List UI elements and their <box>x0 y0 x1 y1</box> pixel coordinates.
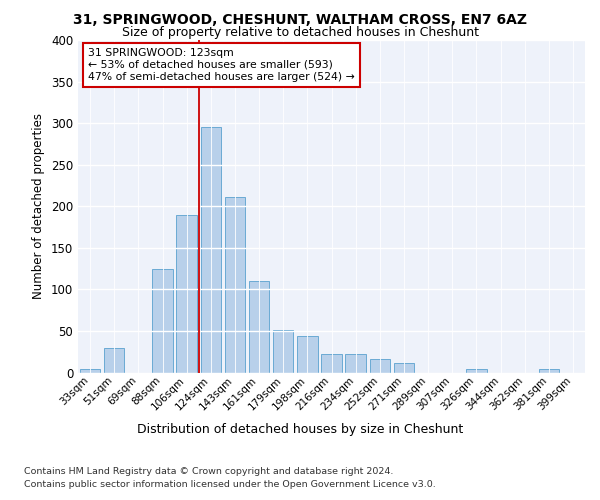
Text: 31, SPRINGWOOD, CHESHUNT, WALTHAM CROSS, EN7 6AZ: 31, SPRINGWOOD, CHESHUNT, WALTHAM CROSS,… <box>73 12 527 26</box>
Bar <box>176 214 197 372</box>
Y-axis label: Number of detached properties: Number of detached properties <box>32 114 46 299</box>
Text: Distribution of detached houses by size in Cheshunt: Distribution of detached houses by size … <box>137 422 463 436</box>
Text: Size of property relative to detached houses in Cheshunt: Size of property relative to detached ho… <box>121 26 479 39</box>
Text: 31 SPRINGWOOD: 123sqm
← 53% of detached houses are smaller (593)
47% of semi-det: 31 SPRINGWOOD: 123sqm ← 53% of detached … <box>88 48 355 82</box>
Bar <box>80 369 100 372</box>
Bar <box>466 369 487 372</box>
Bar <box>321 354 342 372</box>
Bar <box>370 359 390 372</box>
Text: Contains public sector information licensed under the Open Government Licence v3: Contains public sector information licen… <box>24 480 436 489</box>
Bar <box>249 281 269 372</box>
Text: Contains HM Land Registry data © Crown copyright and database right 2024.: Contains HM Land Registry data © Crown c… <box>24 468 394 476</box>
Bar <box>200 128 221 372</box>
Bar <box>273 330 293 372</box>
Bar <box>394 364 414 372</box>
Bar <box>346 354 366 372</box>
Bar <box>224 197 245 372</box>
Bar <box>539 369 559 372</box>
Bar <box>297 336 317 372</box>
Bar <box>104 348 124 372</box>
Bar <box>152 270 173 372</box>
